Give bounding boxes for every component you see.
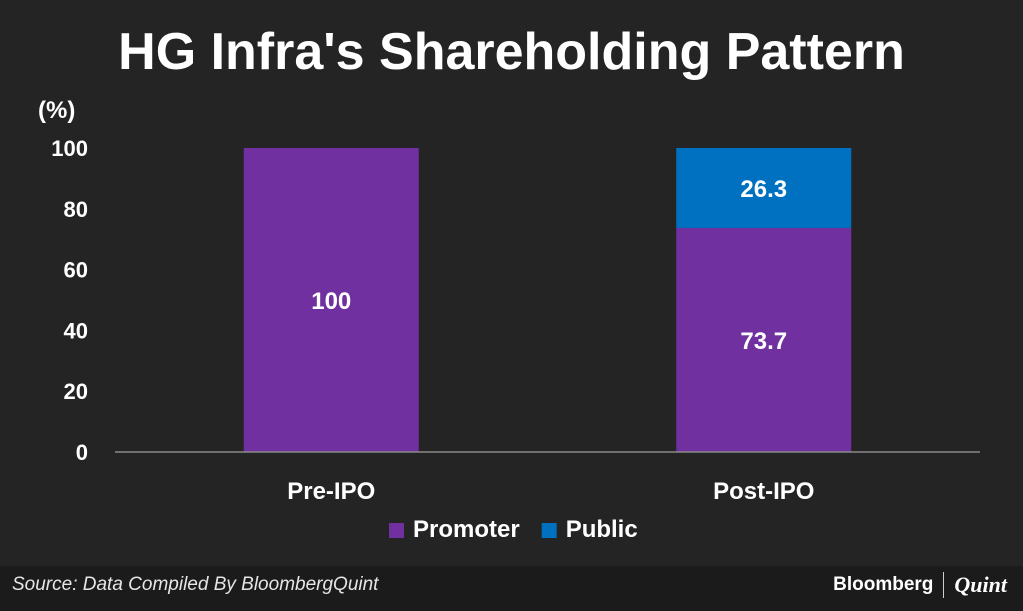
y-tick-label: 60 [64, 258, 88, 283]
data-label: 26.3 [740, 176, 787, 203]
bar-promoter-post-ipo [676, 227, 852, 452]
chart-title: HG Infra's Shareholding Pattern [118, 23, 905, 81]
legend-label-promoter: Promoter [413, 516, 520, 543]
chart-plot: (%) 0 20 40 60 80 100 100 Pre-IPO 73.7 26.3 Post-IP… [38, 97, 980, 543]
legend-swatch-public [541, 523, 557, 538]
source-note: Source: Data Compiled By BloombergQuint [12, 574, 379, 595]
y-tick-label: 80 [64, 197, 88, 222]
brand-secondary: Quint [954, 572, 1007, 597]
footer-bar [0, 566, 1023, 611]
brand-separator [943, 572, 945, 598]
bar-promoter-pre-ipo [243, 148, 419, 452]
y-tick-label: 100 [51, 136, 88, 161]
data-label: 73.7 [740, 328, 787, 355]
data-label: 100 [311, 288, 351, 315]
y-tick-label: 40 [64, 318, 88, 343]
y-tick-label: 0 [76, 440, 88, 465]
brand-primary: Bloomberg [833, 574, 934, 595]
y-axis-label: (%) [38, 97, 75, 124]
legend-label-public: Public [566, 516, 638, 543]
brand-logo: Bloomberg Quint [833, 570, 1007, 600]
y-tick-label: 20 [64, 379, 88, 404]
x-tick-label: Pre-IPO [287, 478, 375, 505]
x-tick-label: Post-IPO [713, 478, 814, 505]
chart-panel [0, 0, 1023, 566]
bar-public-post-ipo [676, 148, 852, 228]
legend-swatch-promoter [389, 523, 404, 538]
